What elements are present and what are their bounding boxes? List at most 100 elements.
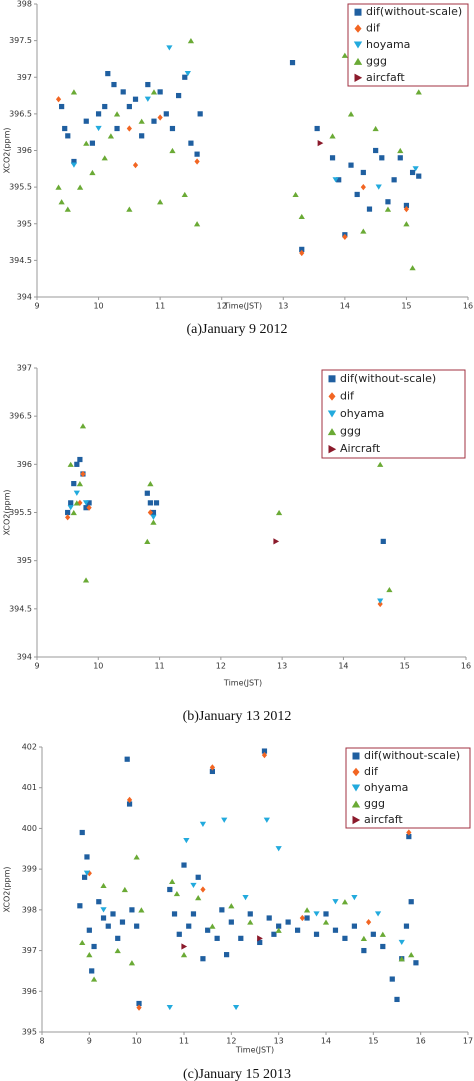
data-point — [221, 817, 228, 823]
data-point — [342, 935, 348, 941]
caption: (c)January 15 2013 — [183, 1067, 291, 1081]
data-point — [275, 846, 282, 852]
data-point — [150, 509, 157, 516]
data-point — [351, 895, 358, 901]
data-point — [182, 74, 188, 80]
data-point — [120, 89, 126, 95]
data-point — [73, 500, 80, 506]
data-point — [232, 1004, 240, 1011]
legend-label: ggg — [366, 54, 387, 67]
data-point — [275, 927, 282, 933]
legend-marker — [327, 428, 337, 436]
legend-marker — [352, 815, 361, 825]
y-tick-label: 394.5 — [9, 256, 32, 265]
data-point — [133, 854, 140, 860]
data-point — [138, 118, 145, 124]
legend-label: dif — [340, 389, 355, 402]
data-point — [377, 600, 383, 608]
legend-label: dif(without-scale) — [340, 372, 436, 385]
data-point — [187, 38, 195, 44]
y-axis-label: XCO2(ppm) — [3, 489, 12, 535]
data-point — [195, 895, 202, 901]
y-tick-label: 397 — [22, 946, 37, 955]
x-tick-label: 11 — [155, 302, 165, 311]
data-point — [83, 870, 91, 876]
x-tick-label: 12 — [216, 662, 226, 671]
data-point — [166, 45, 173, 51]
x-tick-label: 9 — [34, 302, 39, 311]
data-point — [329, 155, 336, 161]
y-axis-label: XCO2(ppm) — [3, 866, 12, 912]
data-point — [341, 52, 348, 58]
y-tick-label: 402 — [22, 743, 37, 752]
data-point — [144, 490, 150, 496]
data-point — [55, 184, 62, 190]
data-point — [65, 514, 71, 521]
data-point — [126, 125, 132, 132]
data-point — [193, 221, 201, 227]
legend-label: dif(without-scale) — [366, 5, 462, 18]
data-point — [197, 111, 203, 117]
data-point — [194, 151, 200, 157]
x-tick-label: 15 — [368, 1037, 378, 1046]
legend-label: dif — [364, 765, 379, 778]
data-point — [169, 147, 176, 154]
x-tick-label: 9 — [34, 662, 39, 671]
x-tick-label: 16 — [416, 1037, 426, 1046]
data-point — [200, 956, 206, 962]
legend-label: ggg — [340, 425, 361, 438]
data-point — [360, 228, 367, 234]
data-point — [181, 862, 187, 868]
data-point — [80, 470, 86, 478]
data-point — [190, 882, 197, 889]
data-point — [257, 939, 263, 946]
y-tick-label: 399 — [22, 865, 37, 874]
data-point — [114, 947, 121, 954]
y-tick-label: 397 — [17, 73, 32, 82]
data-point — [105, 70, 111, 77]
data-point — [114, 125, 120, 132]
data-point — [101, 155, 108, 161]
data-point — [132, 162, 139, 169]
data-point — [389, 976, 395, 982]
data-point — [176, 92, 182, 99]
data-point — [406, 829, 412, 836]
data-point — [186, 923, 192, 929]
data-point — [83, 505, 89, 511]
data-point — [113, 111, 121, 117]
data-point — [380, 943, 386, 950]
data-point — [271, 931, 277, 937]
data-point — [138, 907, 145, 913]
data-point — [79, 423, 87, 429]
data-point — [110, 911, 116, 917]
data-point — [132, 96, 139, 102]
data-point — [406, 833, 412, 840]
data-point — [124, 756, 130, 762]
data-point — [126, 801, 133, 807]
data-point — [247, 911, 253, 917]
data-point — [199, 821, 207, 827]
x-tick-label: 12 — [217, 302, 227, 311]
legend-marker — [351, 800, 361, 808]
data-point — [361, 947, 367, 954]
data-point — [238, 935, 244, 941]
x-tick-label: 17 — [463, 1037, 473, 1046]
legend-label: aircfaft — [364, 813, 403, 826]
x-tick-label: 16 — [463, 302, 473, 311]
data-point — [242, 895, 249, 901]
legend-marker — [328, 375, 336, 383]
data-point — [351, 923, 357, 929]
data-point — [219, 907, 225, 913]
data-point — [73, 490, 80, 496]
data-point — [377, 461, 384, 467]
data-point — [228, 919, 234, 925]
data-point — [121, 886, 128, 893]
data-point — [394, 996, 400, 1003]
data-point — [354, 191, 360, 198]
data-point — [111, 81, 117, 88]
data-point — [100, 882, 107, 889]
data-point — [65, 133, 71, 139]
x-tick-label: 13 — [277, 662, 287, 671]
data-point — [107, 133, 115, 139]
data-point — [129, 907, 135, 913]
